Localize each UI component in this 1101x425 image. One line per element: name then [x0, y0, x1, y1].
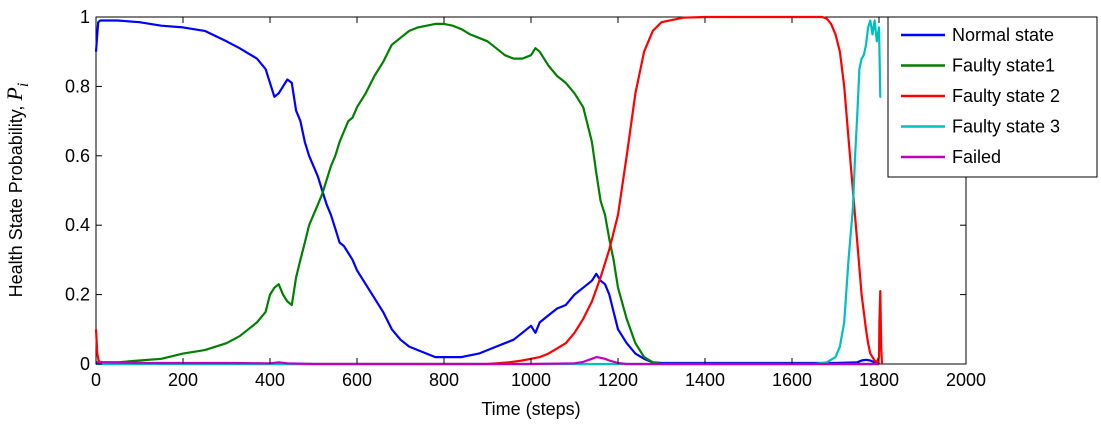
legend: Normal state Faulty state1 Faulty state 2 F…: [887, 16, 1098, 178]
x-tick-label: 2000: [946, 370, 986, 390]
x-tick-label: 1400: [685, 370, 725, 390]
x-tick-label: 1800: [859, 370, 899, 390]
x-tick-label: 1600: [772, 370, 812, 390]
y-axis-title-prefix: Health State Probability,: [6, 101, 26, 298]
series-line-faulty-state-3: [96, 19, 882, 366]
x-tick-label: 600: [342, 370, 372, 390]
x-tick-label: 0: [91, 370, 101, 390]
legend-label: Faulty state 2: [952, 86, 1060, 106]
y-tick-label: 0: [80, 354, 90, 374]
x-axis-ticks: 0 200 400 600 800 1000 1200 1400 1600 1800 2000: [91, 17, 986, 390]
x-tick-label: 800: [429, 370, 459, 390]
x-axis-title: Time (steps): [481, 399, 580, 419]
y-tick-label: 1: [80, 7, 90, 27]
series-layer: [94, 15, 884, 366]
y-tick-label: 0.2: [65, 285, 90, 305]
legend-label: Faulty state 3: [952, 117, 1060, 137]
legend-items: Normal state Faulty state1 Faulty state 2 F…: [901, 25, 1060, 167]
x-tick-label: 1000: [511, 370, 551, 390]
y-tick-label: 0.6: [65, 146, 90, 166]
plot-area: [95, 16, 967, 365]
y-axis-title-symbol: P: [2, 87, 27, 101]
x-tick-label: 400: [255, 370, 285, 390]
x-tick-label: 1200: [598, 370, 638, 390]
x-tick-label: 200: [168, 370, 198, 390]
y-tick-label: 0.4: [65, 215, 90, 235]
y-axis-title: Health State Probability, Pi: [2, 83, 32, 298]
y-axis-ticks: 0 0.2 0.4 0.6 0.8 1: [65, 7, 966, 374]
legend-label: Normal state: [952, 25, 1054, 45]
series-line-normal-state: [94, 19, 880, 366]
y-tick-label: 0.8: [65, 76, 90, 96]
series-line-failed: [95, 356, 879, 366]
legend-label: Failed: [952, 147, 1001, 167]
series-line-faulty-state1: [96, 22, 879, 366]
legend-label: Faulty state1: [952, 56, 1055, 76]
y-axis-title-subscript: i: [15, 83, 32, 87]
